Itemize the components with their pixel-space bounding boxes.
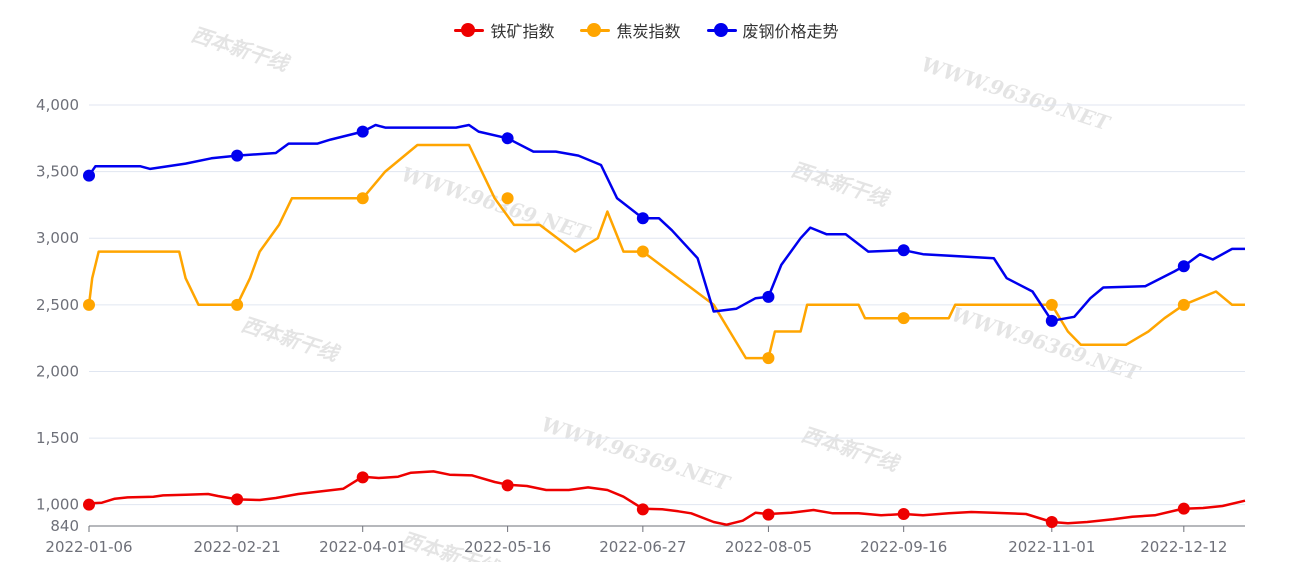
marker-iron <box>356 471 369 484</box>
watermark-text: WWW.96369.NET <box>918 52 1114 136</box>
marker-scrap <box>897 244 910 257</box>
legend: 铁矿指数 焦炭指数 废钢价格走势 <box>0 18 1293 42</box>
marker-scrap <box>356 125 369 138</box>
series-line-iron <box>88 470 1246 526</box>
legend-swatch-iron-icon <box>454 23 485 37</box>
marker-iron <box>231 493 244 506</box>
marker-iron <box>636 503 649 516</box>
marker-coke <box>83 298 95 311</box>
marker-coke <box>231 298 244 311</box>
x-tick-label: 2022-01-06 <box>45 538 132 556</box>
legend-dot-iron <box>461 23 476 37</box>
marker-coke <box>1045 298 1058 311</box>
watermark-text: WWW.96369.NET <box>398 162 594 246</box>
marker-iron <box>1177 502 1190 515</box>
legend-dot-coke <box>587 23 602 37</box>
x-tick-label: 2022-08-05 <box>725 538 812 556</box>
marker-coke <box>636 245 649 258</box>
y-tick-label: 4,000 <box>36 96 79 114</box>
legend-swatch-coke-icon <box>580 23 611 37</box>
watermark-text: 西本新干线 <box>788 157 893 212</box>
x-tick-label: 2022-09-16 <box>860 538 947 556</box>
legend-dot-scrap <box>713 23 728 37</box>
y-tick-label: 2,500 <box>36 296 79 314</box>
marker-scrap <box>501 132 514 145</box>
x-tick-label: 2022-02-21 <box>194 538 281 556</box>
marker-scrap <box>762 290 775 303</box>
marker-coke <box>501 192 514 205</box>
marker-iron <box>1045 516 1058 529</box>
legend-item-coke[interactable]: 焦炭指数 <box>580 18 681 42</box>
marker-coke <box>897 312 910 325</box>
legend-item-iron[interactable]: 铁矿指数 <box>454 18 554 42</box>
y-tick-label: 3,500 <box>36 163 79 181</box>
legend-swatch-scrap-icon <box>706 23 737 37</box>
marker-scrap <box>83 169 95 182</box>
legend-label-scrap: 废钢价格走势 <box>742 22 839 41</box>
marker-scrap <box>1045 314 1058 327</box>
legend-label-coke: 焦炭指数 <box>616 22 681 41</box>
axis-layer: 840 1,000 1,500 2,000 2,500 3,000 3,500 4,000 20… <box>36 96 1245 556</box>
marker-iron <box>83 498 95 511</box>
watermark-text: 西本新干线 <box>798 422 903 477</box>
legend-item-scrap[interactable]: 废钢价格走势 <box>706 18 839 42</box>
marker-iron <box>501 479 514 492</box>
watermark-text: 西本新干线 <box>238 312 343 367</box>
marker-iron <box>762 508 775 521</box>
y-tick-label: 1,500 <box>36 429 79 447</box>
x-tick-label: 2022-06-27 <box>599 538 686 556</box>
marker-iron <box>897 508 910 521</box>
y-tick-label: 1,000 <box>36 496 79 514</box>
marker-scrap <box>1177 260 1190 273</box>
marker-layer <box>83 125 1190 529</box>
x-tick-label: 2022-05-16 <box>464 538 551 556</box>
y-tick-label: 3,000 <box>36 229 79 247</box>
legend-label-iron: 铁矿指数 <box>490 22 555 41</box>
marker-coke <box>1177 298 1190 311</box>
marker-coke <box>762 352 775 365</box>
marker-coke <box>356 192 369 205</box>
grid-layer <box>89 104 1245 506</box>
watermark-text: WWW.96369.NET <box>538 412 734 496</box>
watermark-text: 西本新干线 <box>188 22 293 77</box>
x-tick-label: 2022-11-01 <box>1008 538 1095 556</box>
x-tick-label: 2022-04-01 <box>319 538 406 556</box>
marker-scrap <box>231 149 244 162</box>
marker-scrap <box>636 212 649 225</box>
y-tick-label: 2,000 <box>36 362 79 380</box>
y-tick-label: 840 <box>50 517 79 535</box>
x-tick-label: 2022-12-12 <box>1140 538 1227 556</box>
series-line-scrap <box>87 123 1245 323</box>
watermark-layer: WWW.96369.NETWWW.96369.NETWWW.96369.NETW… <box>188 22 1144 562</box>
